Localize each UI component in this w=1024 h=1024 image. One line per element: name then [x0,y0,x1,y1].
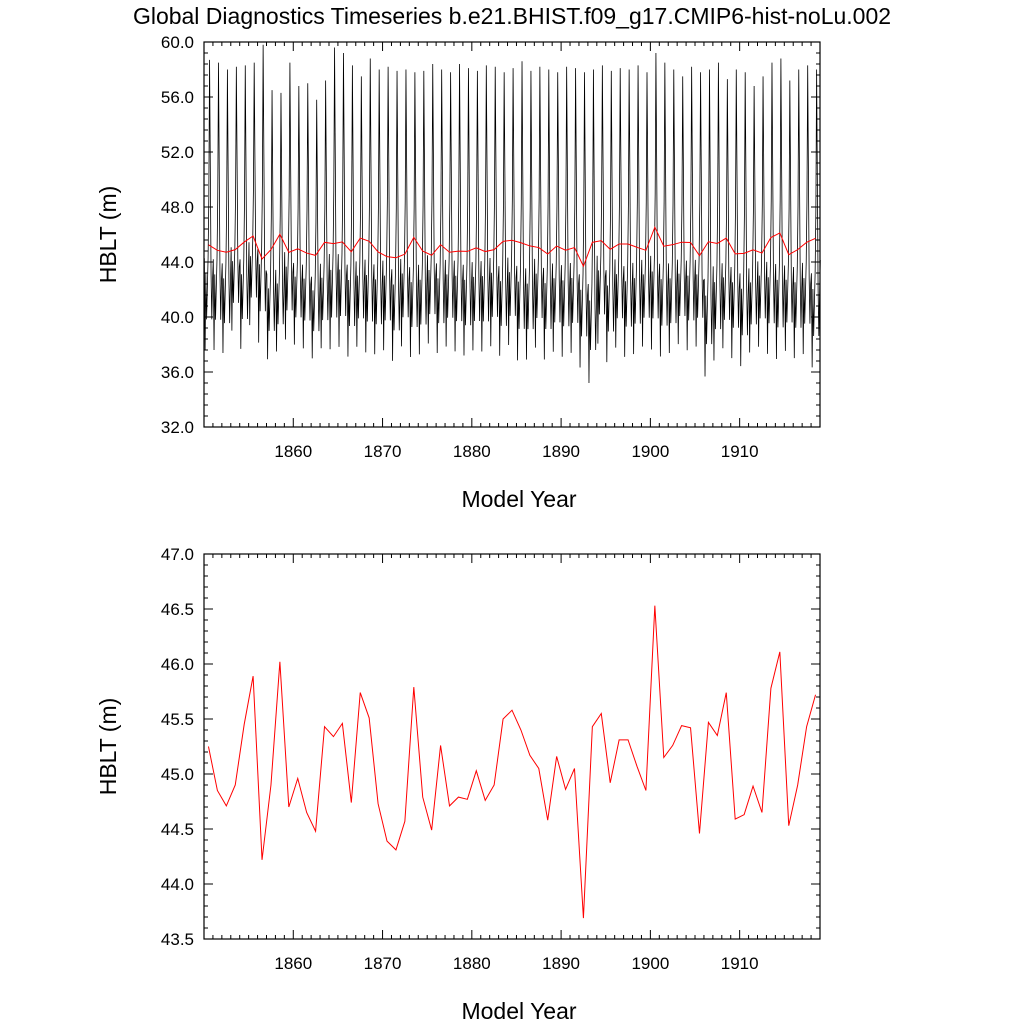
x-axis-title: Model Year [461,998,576,1024]
x-tick-label: 1910 [721,442,759,461]
annual-mean-series-line [207,605,817,919]
x-tick-label: 1860 [274,442,312,461]
x-tick-label: 1860 [274,954,312,973]
figure-title: Global Diagnostics Timeseries b.e21.BHIS… [133,3,891,29]
x-axis-title: Model Year [461,486,576,512]
x-tick-label: 1870 [364,442,402,461]
bottom-panel: 1860 1870 1880 1890 1900 1910 43.5 44.0 44.5 45.0… [95,545,821,1024]
y-tick-label: 46.0 [161,655,194,674]
x-tick-label: 1900 [631,442,669,461]
y-tick-label: 40.0 [161,308,194,327]
y-tick-label: 56.0 [161,88,194,107]
y-tick-label: 43.5 [161,930,194,949]
y-tick-label: 44.0 [161,253,194,272]
y-tick-label: 44.5 [161,820,194,839]
y-tick-label: 60.0 [161,33,194,52]
y-tick-label: 52.0 [161,143,194,162]
x-tick-label: 1880 [453,442,491,461]
y-axis-title: HBLT (m) [95,186,121,284]
x-tick-label: 1890 [542,954,580,973]
plot-frame [203,553,821,940]
y-tick-label: 36.0 [161,363,194,382]
annual-mean-series-line [208,225,816,268]
y-tick-label: 45.5 [161,710,194,729]
y-tick-label: 47.0 [161,545,194,564]
plot-frame [203,41,821,428]
y-tick-label: 45.0 [161,765,194,784]
y-tick-label: 48.0 [161,198,194,217]
x-tick-label: 1870 [364,954,402,973]
y-tick-label: 32.0 [161,418,194,437]
y-axis-title: HBLT (m) [95,698,121,796]
x-tick-label: 1880 [453,954,491,973]
y-tick-label: 46.5 [161,600,194,619]
x-tick-label: 1900 [631,954,669,973]
x-tick-label: 1910 [721,954,759,973]
y-tick-label: 44.0 [161,875,194,894]
top-panel: 1860 1870 1880 1890 1900 1910 32.0 36.0 40.0 44.0… [95,33,821,512]
monthly-series-line [203,44,821,384]
x-tick-label: 1890 [542,442,580,461]
